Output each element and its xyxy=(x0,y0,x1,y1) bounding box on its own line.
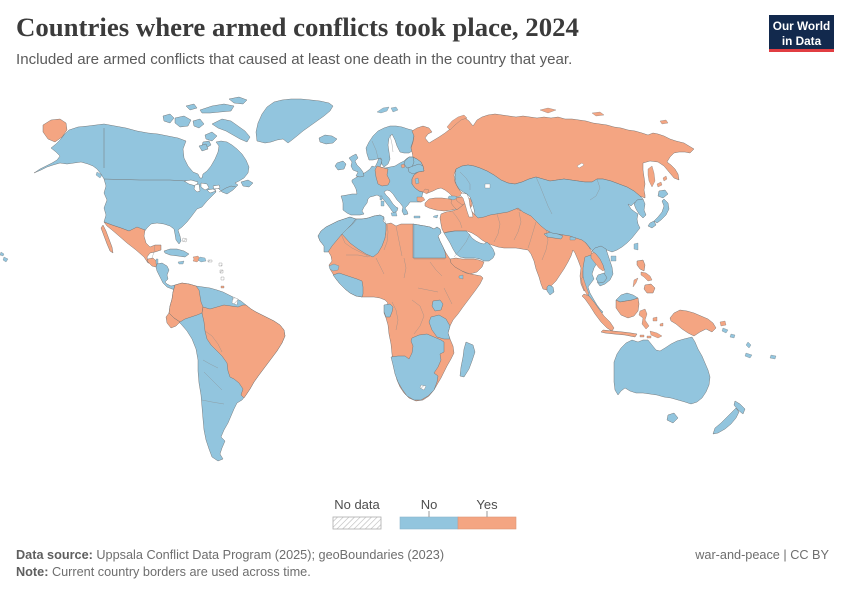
svg-text:Yes: Yes xyxy=(476,497,498,512)
svg-text:No data: No data xyxy=(334,497,380,512)
svg-text:No: No xyxy=(421,497,438,512)
